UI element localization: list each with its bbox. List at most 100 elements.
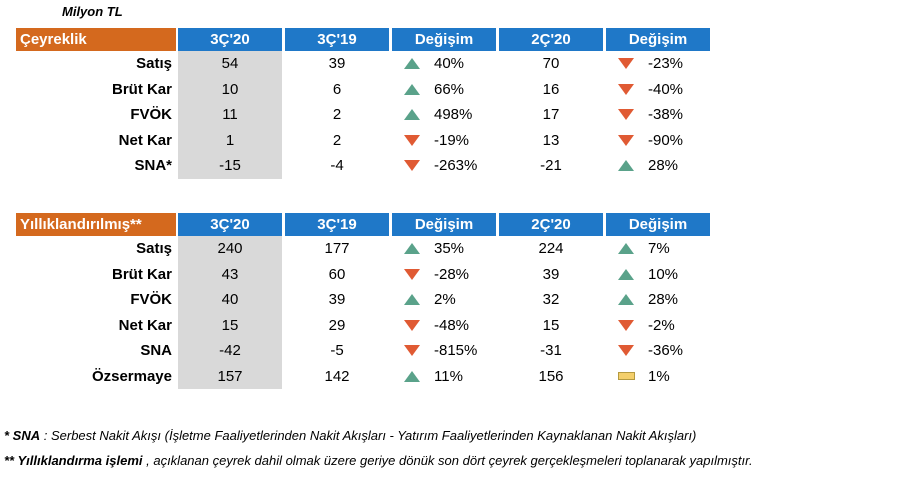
footnote-annualization: ** Yıllıklandırma işlemi , açıklanan çey… [4, 453, 753, 468]
change-cell: -40% [606, 81, 710, 98]
arrow-wrap [606, 160, 646, 172]
change-cell: 28% [606, 291, 710, 308]
row-label: Satış [136, 55, 172, 73]
column-header: Değişim [606, 28, 710, 51]
prior-quarter-value: 224 [538, 240, 564, 258]
change-value: -19% [434, 131, 470, 149]
arrow-wrap [392, 319, 432, 331]
change-value: 35% [434, 240, 465, 258]
change-cell: 10% [606, 266, 710, 283]
arrow-wrap [606, 83, 646, 95]
triangle-up-icon [404, 294, 420, 306]
prior-year-value: 177 [324, 240, 350, 258]
flat-bar-icon [617, 372, 635, 381]
row-label: FVÖK [130, 291, 172, 309]
arrow-wrap [392, 243, 432, 255]
current-quarter-value: 54 [178, 51, 282, 77]
arrow-wrap [392, 160, 432, 172]
change-value: -36% [648, 342, 684, 360]
arrow-wrap [392, 83, 432, 95]
change-value: 7% [648, 240, 670, 258]
column-header: 3Ç'20 [178, 28, 282, 51]
prior-quarter-value: 13 [542, 131, 560, 149]
change-value: -2% [648, 316, 675, 334]
header-row: Yıllıklandırılmış** 3Ç'20 3Ç'19 Değişim 2Ç'2… [16, 213, 710, 236]
footnote-text: , açıklanan çeyrek dahil olmak üzere ger… [142, 453, 753, 468]
prior-year-value: 142 [324, 367, 350, 385]
arrow-wrap [606, 58, 646, 70]
triangle-up-icon [404, 243, 420, 255]
change-value: -40% [648, 80, 684, 98]
change-cell: 498% [392, 106, 496, 123]
current-quarter-value: 43 [178, 261, 282, 287]
change-cell: -19% [392, 132, 496, 149]
arrow-wrap [606, 268, 646, 280]
change-cell: -815% [392, 342, 496, 359]
triangle-down-icon [618, 134, 634, 146]
table-row: SNA* -15 -4 -263% -21 28% [16, 153, 710, 179]
change-cell: -38% [606, 106, 710, 123]
row-label: SNA* [134, 157, 172, 175]
column-header: 2Ç'20 [499, 213, 603, 236]
row-label: SNA [140, 342, 172, 360]
change-cell: -23% [606, 55, 710, 72]
row-label: FVÖK [130, 106, 172, 124]
change-value: -23% [648, 55, 684, 73]
triangle-down-icon [404, 134, 420, 146]
triangle-up-icon [618, 294, 634, 306]
current-quarter-value: -15 [178, 153, 282, 179]
change-cell: 40% [392, 55, 496, 72]
prior-year-value: 6 [332, 80, 342, 98]
change-cell: -48% [392, 317, 496, 334]
table-row: Özsermaye 157 142 11% 156 1% [16, 363, 710, 389]
change-value: 11% [434, 367, 463, 385]
change-value: 28% [648, 157, 679, 175]
column-header: 3Ç'20 [178, 213, 282, 236]
triangle-down-icon [618, 109, 634, 121]
change-value: 498% [434, 106, 473, 124]
row-label: Net Kar [118, 316, 172, 334]
change-value: -28% [434, 265, 470, 283]
prior-quarter-value: 70 [542, 55, 560, 73]
prior-year-value: -4 [330, 157, 344, 175]
change-cell: 2% [392, 291, 496, 308]
column-header: 3Ç'19 [285, 28, 389, 51]
prior-quarter-value: 17 [542, 106, 560, 124]
row-label: Brüt Kar [111, 80, 172, 98]
arrow-wrap [392, 268, 432, 280]
triangle-up-icon [618, 268, 634, 280]
row-label: Brüt Kar [111, 265, 172, 283]
header-row: Çeyreklik 3Ç'20 3Ç'19 Değişim 2Ç'20 Değişim [16, 28, 710, 51]
column-header: Değişim [392, 28, 496, 51]
prior-year-value: 2 [332, 106, 342, 124]
table-row: FVÖK 11 2 498% 17 -38% [16, 102, 710, 128]
triangle-down-icon [618, 83, 634, 95]
change-cell: -90% [606, 132, 710, 149]
arrow-wrap [606, 345, 646, 357]
triangle-down-icon [404, 268, 420, 280]
triangle-up-icon [404, 83, 420, 95]
triangle-up-icon [404, 109, 420, 121]
arrow-wrap [606, 294, 646, 306]
unit-label: Milyon TL [62, 4, 123, 19]
prior-quarter-value: 16 [542, 80, 560, 98]
column-header: Değişim [606, 213, 710, 236]
prior-quarter-value: -31 [540, 342, 562, 360]
triangle-up-icon [404, 58, 420, 70]
prior-year-value: 39 [328, 55, 346, 73]
change-value: -38% [648, 106, 684, 124]
change-value: -815% [434, 342, 478, 360]
triangle-down-icon [618, 345, 634, 357]
change-cell: -2% [606, 317, 710, 334]
arrow-wrap [606, 134, 646, 146]
prior-quarter-value: 32 [542, 291, 560, 309]
change-value: 66% [434, 80, 465, 98]
change-value: 40% [434, 55, 465, 73]
triangle-down-icon [618, 58, 634, 70]
change-cell: 28% [606, 157, 710, 174]
table-row: Net Kar 1 2 -19% 13 -90% [16, 127, 710, 153]
triangle-up-icon [618, 160, 634, 172]
triangle-up-icon [404, 370, 420, 382]
arrow-wrap [392, 109, 432, 121]
change-value: -263% [434, 157, 478, 175]
